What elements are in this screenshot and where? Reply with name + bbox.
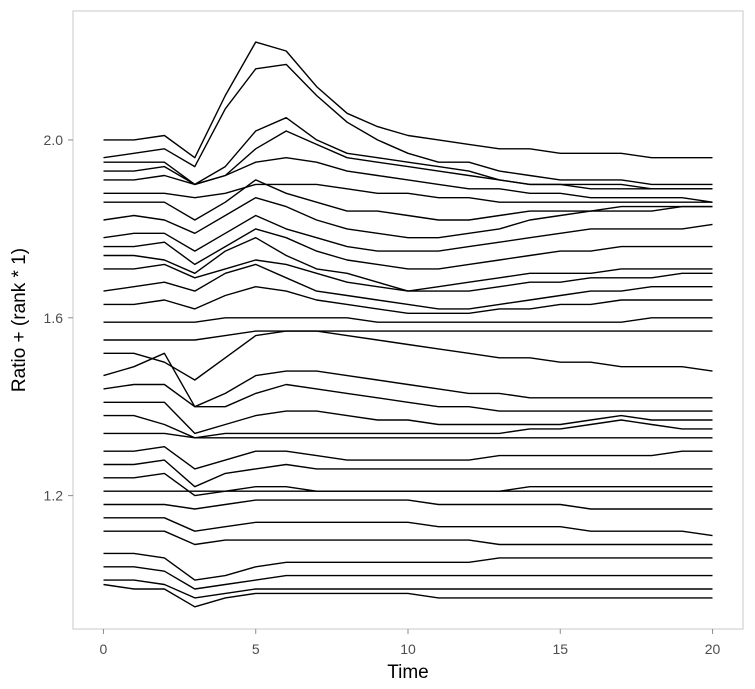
series-line-5 [103,157,713,203]
x-tick-label: 0 [100,641,108,657]
series-line-25 [103,472,713,497]
plot-panel [72,10,744,630]
series-line-9 [103,214,713,252]
x-tick-label: 10 [400,641,416,657]
series-line-6 [103,183,713,203]
series-line-15 [103,317,713,323]
x-tick-label: 15 [552,641,568,657]
series-line-3 [103,117,713,190]
series-line-7 [103,179,713,221]
series-line-12 [103,259,713,292]
series-line-18 [103,352,713,408]
series-line-23 [103,446,713,470]
series-line-16 [103,330,713,341]
series-line-10 [103,228,713,270]
series-line-13 [103,263,713,310]
x-tick-label: 5 [252,641,260,657]
series-line-28 [103,517,713,537]
series-line-8 [103,197,713,239]
series-line-1 [103,41,713,159]
series-line-14 [103,286,713,314]
x-axis: 0 5 10 15 20 [100,629,721,657]
y-tick-label: 1.6 [44,310,64,326]
series-line-22 [103,432,713,439]
series-line-2 [103,63,713,186]
series-line-29 [103,530,713,546]
series-line-31 [103,566,713,590]
y-axis: 1.2 1.6 2.0 [44,132,73,504]
y-tick-label: 1.2 [44,488,64,504]
series-line-20 [103,401,713,435]
y-tick-label: 2.0 [44,132,64,148]
series-line-19 [103,383,713,412]
series-line-21 [103,414,713,439]
series-layer [103,41,713,608]
series-line-27 [103,499,713,510]
y-axis-title: Ratio + (rank * 1) [9,248,30,392]
x-tick-label: 20 [705,641,721,657]
series-line-33 [103,583,713,608]
x-axis-title: Time [387,662,429,683]
series-line-32 [103,579,713,599]
series-line-17 [103,330,713,381]
series-line-30 [103,552,713,581]
series-line-24 [103,459,713,488]
